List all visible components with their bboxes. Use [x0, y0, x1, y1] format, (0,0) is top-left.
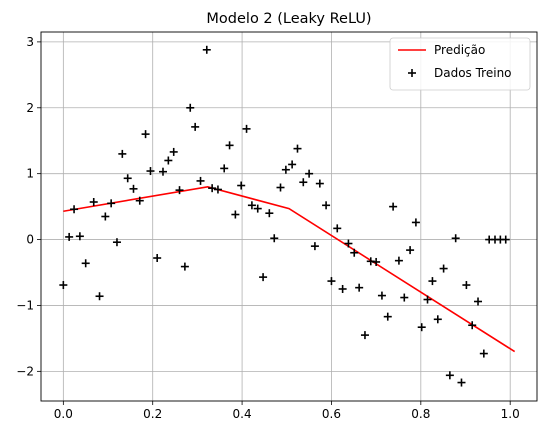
training-data-point	[350, 248, 359, 257]
training-data-point	[305, 169, 314, 178]
x-tick-label: 0.6	[322, 407, 341, 421]
training-data-point	[377, 291, 386, 300]
training-data-point	[383, 312, 392, 321]
training-data-point	[451, 234, 460, 243]
training-data-point	[123, 174, 132, 183]
plot-series	[59, 45, 516, 387]
training-data-point	[95, 292, 104, 301]
training-data-point	[322, 201, 331, 210]
training-data-point	[186, 103, 195, 112]
chart-title: Modelo 2 (Leaky ReLU)	[206, 11, 371, 27]
x-tick-label: 0.8	[411, 407, 430, 421]
training-data-point	[65, 232, 74, 241]
training-data-point	[338, 284, 347, 293]
training-data-point	[135, 196, 144, 205]
training-data-point	[70, 205, 79, 214]
training-data-point	[265, 209, 274, 218]
training-data-point	[118, 149, 127, 158]
training-data-point	[270, 234, 279, 243]
training-data-point	[474, 297, 483, 306]
training-data-point	[158, 167, 167, 176]
y-tick-label: 2	[26, 101, 34, 115]
training-data-point	[310, 242, 319, 251]
prediction-line	[63, 186, 516, 353]
training-data-point	[75, 232, 84, 241]
training-data-point	[101, 212, 110, 221]
training-data-point	[107, 199, 116, 208]
training-data-point	[501, 235, 510, 244]
training-data-point	[146, 167, 155, 176]
training-data-point	[360, 331, 369, 340]
training-data-point	[344, 239, 353, 248]
training-data-point	[242, 124, 251, 133]
grid-lines	[41, 32, 537, 401]
training-data-point	[220, 164, 229, 173]
training-data-point	[164, 156, 173, 165]
training-data-point	[237, 181, 246, 190]
y-tick-label: 1	[26, 167, 34, 181]
training-data-point	[253, 204, 262, 213]
training-data-point	[293, 144, 302, 153]
training-data-point	[445, 371, 454, 380]
training-data-point	[433, 315, 442, 324]
training-data-point	[196, 176, 205, 185]
training-data-point	[428, 277, 437, 286]
training-data-point	[231, 210, 240, 219]
training-data-point	[208, 184, 217, 193]
training-data-point	[299, 178, 308, 187]
training-data-point	[175, 186, 184, 195]
legend: Predição Dados Treino	[389, 37, 531, 91]
training-data-point	[276, 183, 285, 192]
x-tick-label: 0.0	[54, 407, 73, 421]
y-tick-label: −2	[16, 364, 34, 378]
training-data-point	[112, 238, 121, 247]
training-data-point	[213, 185, 222, 194]
training-data-point	[468, 321, 477, 330]
y-tick-label: 0	[26, 233, 34, 247]
training-data-point	[406, 246, 415, 255]
training-data-point	[81, 259, 90, 268]
training-data-point	[153, 254, 162, 263]
training-data-point	[180, 262, 189, 271]
x-tick-label: 0.2	[143, 407, 162, 421]
training-data-point	[372, 257, 381, 266]
training-data-point	[457, 378, 466, 387]
training-data-point	[400, 293, 409, 302]
training-data-point	[281, 165, 290, 174]
training-data-point	[225, 141, 234, 150]
legend-box	[389, 37, 531, 91]
training-data-point	[129, 184, 138, 193]
training-data-point	[417, 323, 426, 332]
training-data-point	[169, 147, 178, 156]
training-data-point	[355, 283, 364, 292]
training-data-point	[389, 202, 398, 211]
training-data-point	[333, 224, 342, 233]
training-data-point	[423, 295, 432, 304]
training-data-point	[59, 281, 68, 290]
plot-area-frame	[40, 31, 538, 402]
legend-label: Predição	[434, 43, 485, 57]
training-data-point	[191, 122, 200, 131]
training-data-point	[315, 179, 324, 188]
legend-label: Dados Treino	[434, 66, 512, 80]
x-tick-label: 1.0	[501, 407, 520, 421]
training-data-point	[327, 277, 336, 286]
training-data-point	[259, 273, 268, 282]
axis-ticks: 0.0 0.2 0.4 0.6 0.8 1.0 −2 −1 0 1 2 3	[16, 35, 519, 421]
training-data-point	[479, 349, 488, 358]
training-data-point	[202, 45, 211, 54]
y-tick-label: −1	[16, 298, 34, 312]
y-tick-label: 3	[26, 35, 34, 49]
x-tick-label: 0.4	[233, 407, 252, 421]
training-data-point	[462, 281, 471, 290]
training-data-point	[288, 160, 297, 169]
training-data-point	[141, 130, 150, 139]
training-data-point	[247, 201, 256, 210]
training-data-point	[439, 264, 448, 273]
training-data-point	[394, 256, 403, 265]
training-data-point	[89, 198, 98, 207]
training-data-point	[411, 218, 420, 227]
